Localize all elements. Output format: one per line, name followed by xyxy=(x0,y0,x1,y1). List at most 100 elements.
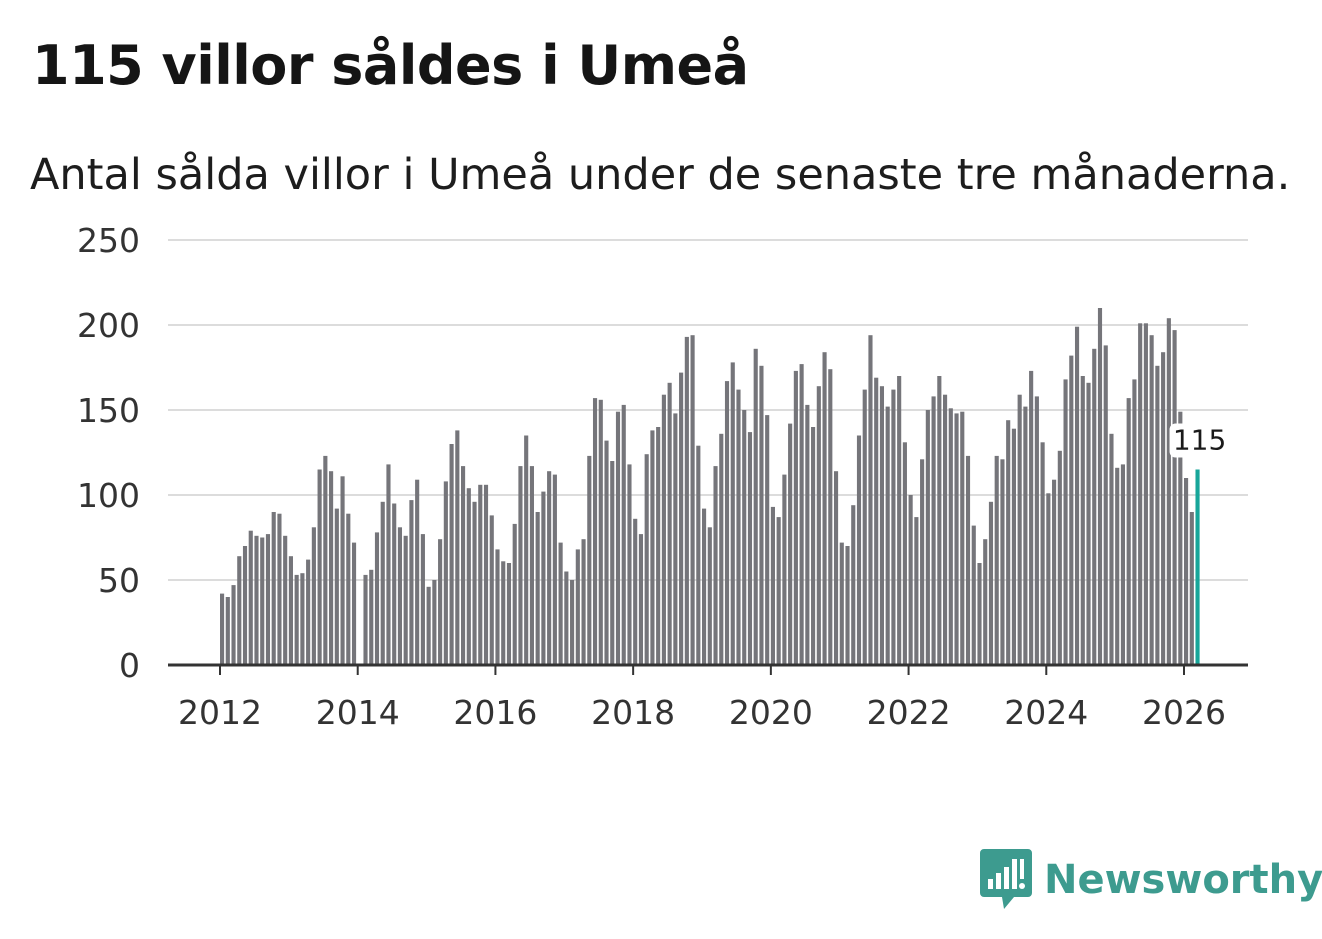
bar xyxy=(1057,450,1062,665)
bar xyxy=(702,508,707,665)
bar xyxy=(656,427,661,665)
bar xyxy=(478,484,483,665)
y-tick-label: 200 xyxy=(77,306,140,345)
chart-title: 115 villor såldes i Umeå xyxy=(32,34,749,97)
bar xyxy=(438,539,443,665)
bar xyxy=(799,364,804,665)
bar xyxy=(397,527,403,665)
bar xyxy=(1149,335,1154,665)
bar xyxy=(277,513,282,665)
bar xyxy=(828,369,833,665)
bar xyxy=(713,466,718,665)
bar xyxy=(374,532,380,665)
bar xyxy=(1126,398,1131,665)
bar xyxy=(415,479,420,665)
bar xyxy=(363,574,368,665)
bar xyxy=(541,491,546,665)
bar xyxy=(742,410,747,665)
bar xyxy=(679,372,684,665)
bar xyxy=(707,527,712,665)
bar xyxy=(770,506,775,665)
y-tick-label: 150 xyxy=(77,391,140,430)
bar xyxy=(920,459,925,665)
bar xyxy=(1178,411,1183,665)
bar xyxy=(719,433,724,665)
bar xyxy=(977,563,982,665)
bar xyxy=(420,534,425,665)
bar xyxy=(822,352,827,665)
bar xyxy=(300,573,305,665)
bar xyxy=(610,461,615,665)
bar xyxy=(220,593,225,665)
bar xyxy=(334,508,339,665)
x-tick-label: 2026 xyxy=(1142,693,1226,732)
bar xyxy=(1138,323,1143,665)
bar xyxy=(943,394,948,665)
bar xyxy=(495,549,500,665)
bar xyxy=(914,517,919,665)
x-tick-label: 2020 xyxy=(729,693,813,732)
bar xyxy=(615,411,621,665)
bar xyxy=(1103,345,1108,665)
bar xyxy=(529,466,534,665)
bar xyxy=(627,464,632,665)
bar xyxy=(1184,478,1189,665)
bar xyxy=(753,348,758,665)
bar xyxy=(483,484,489,665)
bar xyxy=(570,580,575,665)
bar xyxy=(598,399,603,665)
x-axis-ticks: 2012 2014 2016 2018 2020 2022 2024 2026 xyxy=(178,665,1226,732)
bar xyxy=(1040,442,1045,665)
bar xyxy=(759,365,764,665)
bar xyxy=(908,495,913,665)
bar xyxy=(1017,394,1022,665)
bar xyxy=(793,370,798,665)
bar xyxy=(1189,512,1194,665)
bar xyxy=(552,474,557,665)
bar xyxy=(1166,318,1171,665)
bar xyxy=(432,580,437,665)
bar xyxy=(724,381,730,665)
bar xyxy=(455,430,460,665)
bar xyxy=(1029,370,1034,665)
data-label-background xyxy=(1169,423,1232,458)
x-tick-label: 2012 xyxy=(178,693,262,732)
bar xyxy=(816,386,821,665)
x-tick-label: 2022 xyxy=(867,693,951,732)
bar xyxy=(776,517,781,665)
bar xyxy=(1000,459,1005,665)
bar xyxy=(231,585,236,665)
bar xyxy=(351,542,357,665)
bar xyxy=(604,440,609,665)
bar xyxy=(856,435,862,665)
bar xyxy=(1155,365,1160,665)
bar xyxy=(225,597,230,665)
bar xyxy=(782,474,787,665)
bar xyxy=(1109,433,1114,665)
bar xyxy=(633,518,638,665)
bar xyxy=(501,561,506,665)
bar xyxy=(684,336,689,665)
bar xyxy=(506,563,512,665)
bar xyxy=(254,535,259,665)
bar xyxy=(937,376,942,665)
bar xyxy=(833,471,839,665)
bar xyxy=(994,455,999,665)
bar xyxy=(369,569,374,665)
bar xyxy=(489,515,494,665)
bar xyxy=(564,571,569,665)
bar xyxy=(862,389,867,665)
bar xyxy=(960,411,965,665)
bar xyxy=(621,404,626,665)
bar xyxy=(983,539,988,665)
bar xyxy=(931,396,936,665)
bar xyxy=(547,471,552,665)
bar xyxy=(558,542,563,665)
bar xyxy=(237,556,242,665)
bar xyxy=(1006,420,1011,665)
bar xyxy=(1011,428,1016,665)
bar xyxy=(472,501,477,665)
bar xyxy=(271,512,276,665)
bar xyxy=(242,546,248,665)
bar xyxy=(329,471,334,665)
